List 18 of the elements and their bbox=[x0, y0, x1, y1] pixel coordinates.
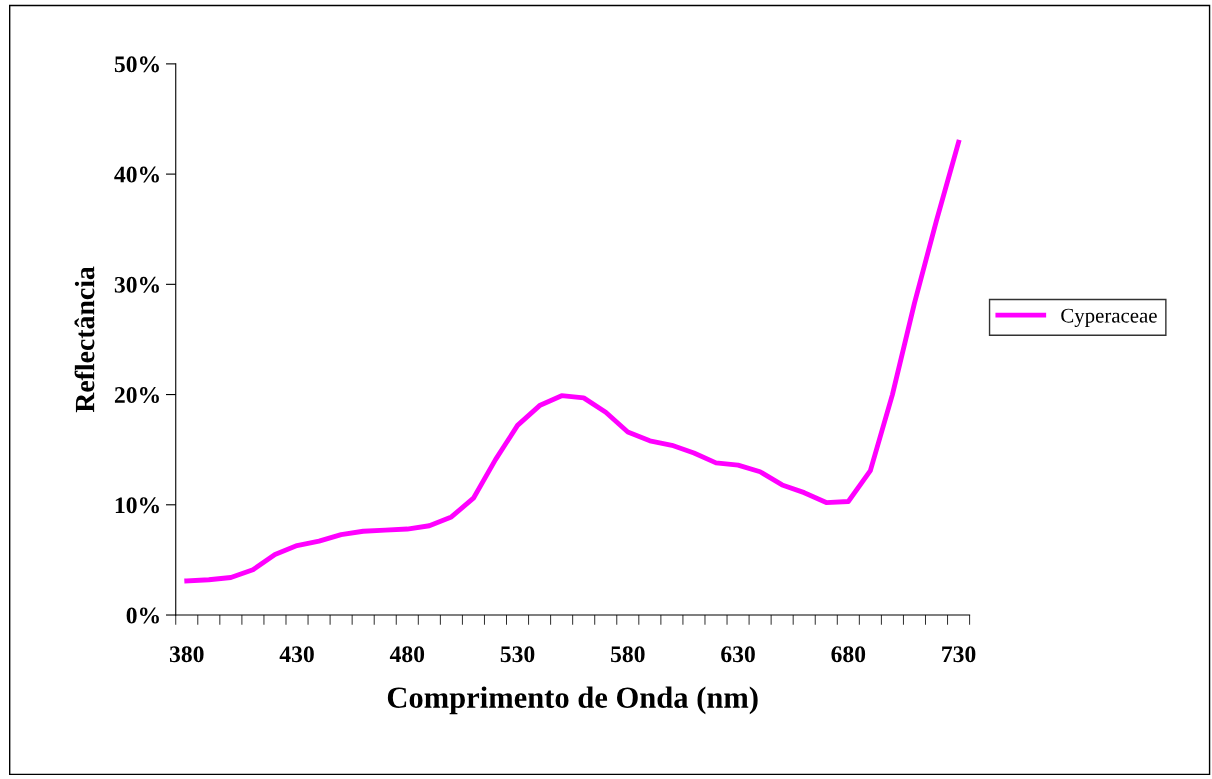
x-tick-label: 480 bbox=[389, 646, 425, 663]
x-axis-title: Comprimento de Onda (nm) bbox=[387, 686, 758, 715]
y-tick-label: 30% bbox=[114, 276, 159, 293]
y-tick-label: 10% bbox=[115, 497, 159, 514]
legend-label: Cyperaceae bbox=[1061, 308, 1157, 327]
x-tick-label: 580 bbox=[611, 646, 645, 663]
x-tick-label: 530 bbox=[500, 646, 535, 663]
y-tick-label: 0% bbox=[126, 607, 159, 624]
x-tick-label: 630 bbox=[721, 646, 755, 663]
y-tick-label: 50% bbox=[114, 56, 159, 73]
x-tick-label: 730 bbox=[942, 646, 976, 663]
x-tick-label: 430 bbox=[279, 646, 314, 663]
x-tick-label: 380 bbox=[169, 646, 204, 663]
x-tick-label: 680 bbox=[831, 646, 866, 663]
y-tick-label: 40% bbox=[114, 166, 159, 183]
line-series bbox=[184, 139, 961, 584]
y-axis-title: Reflectância bbox=[74, 266, 95, 413]
y-tick-label: 20% bbox=[114, 387, 159, 404]
